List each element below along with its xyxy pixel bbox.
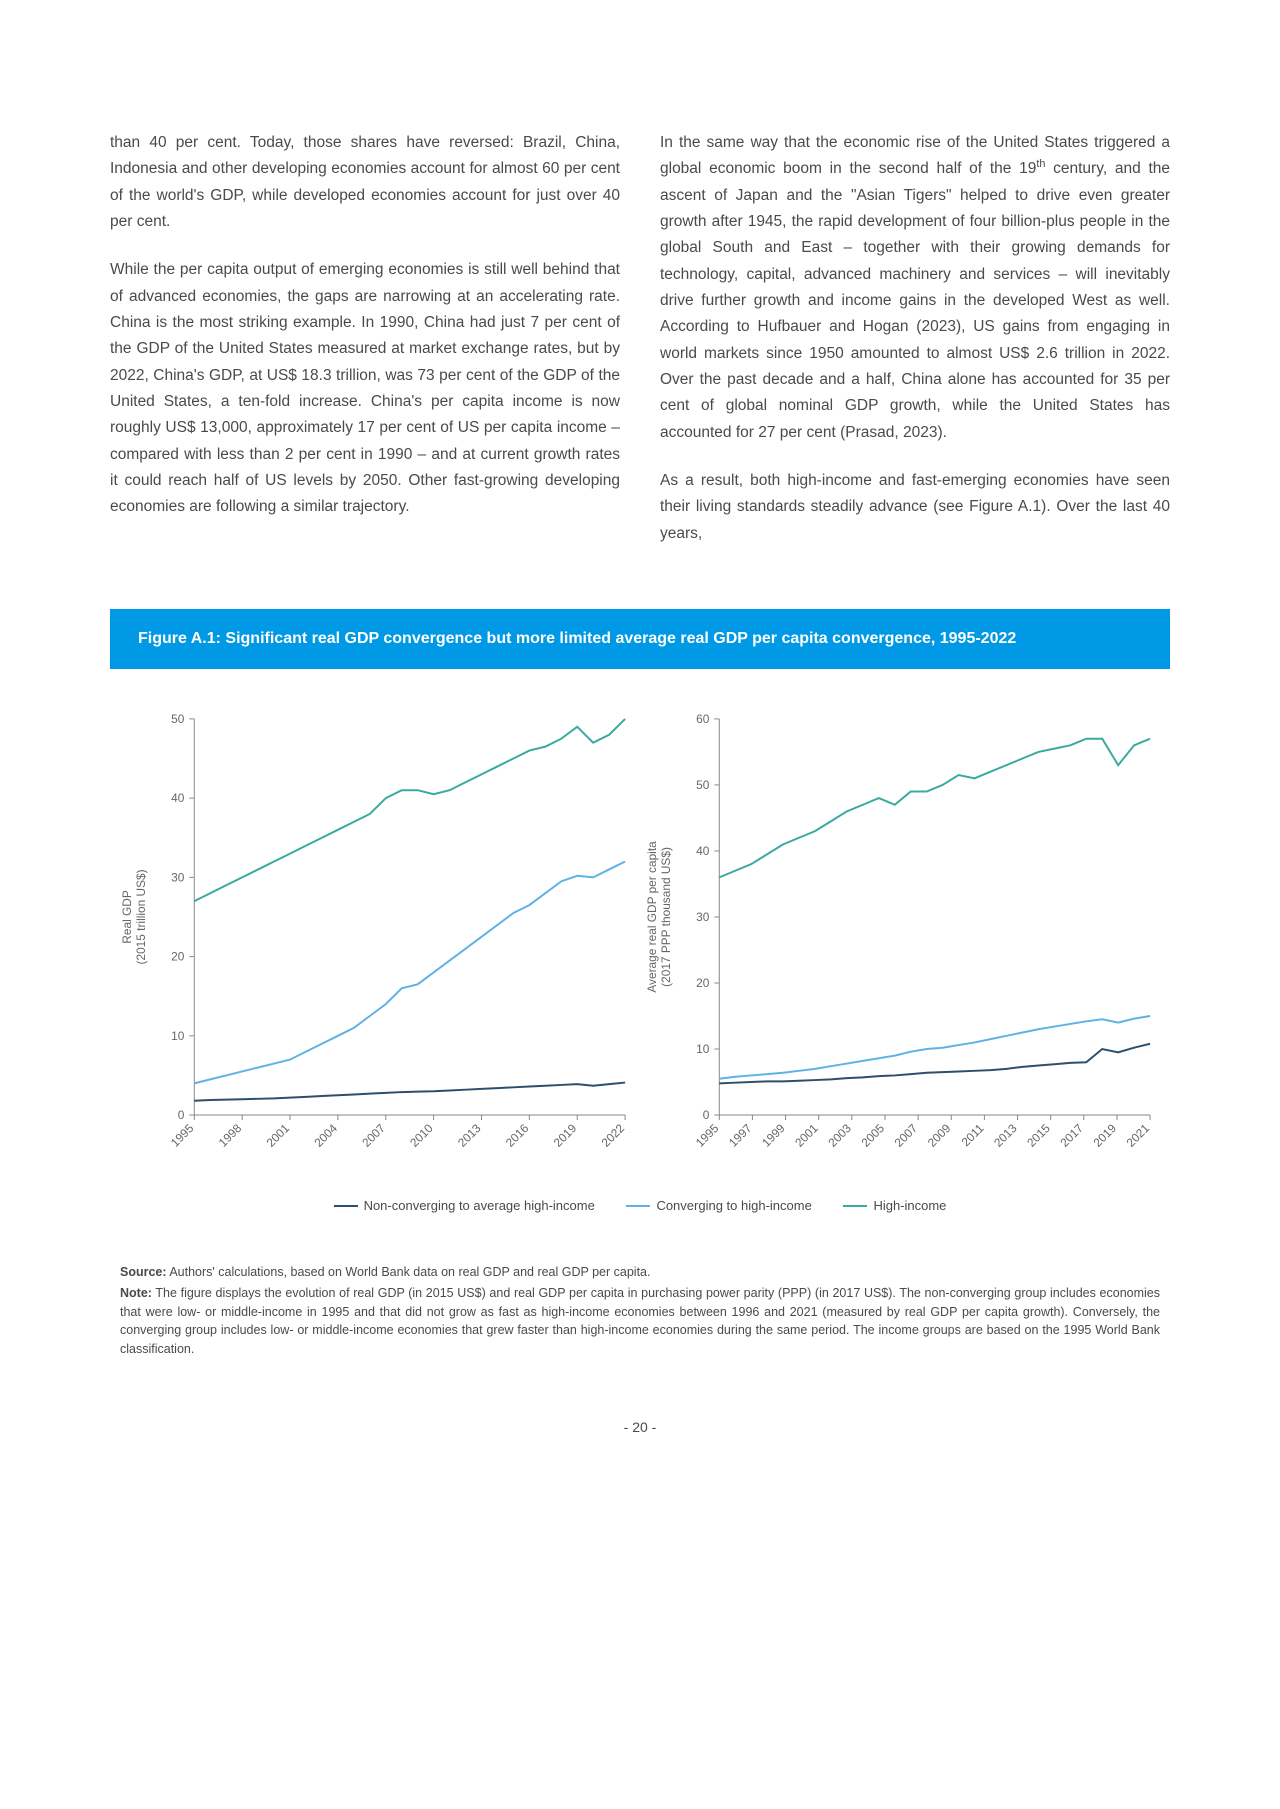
svg-text:0: 0	[178, 1108, 185, 1122]
svg-text:2010: 2010	[407, 1121, 436, 1150]
legend-label-converging: Converging to high-income	[656, 1198, 811, 1213]
col1-para2: While the per capita output of emerging …	[110, 257, 620, 520]
figure-title: Figure A.1: Significant real GDP converg…	[110, 609, 1170, 669]
svg-text:2013: 2013	[991, 1121, 1020, 1150]
figure-footnotes: Source: Authors' calculations, based on …	[110, 1263, 1170, 1359]
legend-converging: Converging to high-income	[626, 1198, 811, 1213]
svg-text:20: 20	[171, 950, 185, 964]
svg-text:40: 40	[696, 844, 710, 858]
column-right: In the same way that the economic rise o…	[660, 130, 1170, 569]
legend-high-income: High-income	[843, 1198, 946, 1213]
svg-text:2009: 2009	[925, 1121, 954, 1150]
svg-text:2019: 2019	[551, 1121, 580, 1150]
source-label: Source:	[120, 1265, 167, 1279]
svg-text:2004: 2004	[311, 1121, 340, 1150]
note-label: Note:	[120, 1286, 152, 1300]
col2-para2: As a result, both high-income and fast-e…	[660, 468, 1170, 547]
svg-text:1999: 1999	[759, 1121, 788, 1150]
svg-text:50: 50	[696, 778, 710, 792]
svg-text:2015: 2015	[1024, 1121, 1053, 1150]
svg-text:50: 50	[171, 712, 185, 726]
svg-text:60: 60	[696, 712, 710, 726]
charts-row: 0102030405019951998200120042007201020132…	[110, 709, 1170, 1184]
svg-text:1997: 1997	[726, 1121, 755, 1150]
col2-para1-b: century, and the ascent of Japan and the…	[660, 160, 1170, 440]
svg-text:1998: 1998	[216, 1121, 245, 1150]
svg-text:2005: 2005	[859, 1121, 888, 1150]
svg-text:1995: 1995	[693, 1121, 722, 1150]
chart-left-svg: 0 10 20 30 40 50 1995 1998 2001 2004 2007 2010 2013 2…	[120, 709, 635, 1184]
svg-text:2003: 2003	[825, 1121, 854, 1150]
legend-swatch-non-converging	[334, 1205, 358, 1207]
legend-swatch-high-income	[843, 1205, 867, 1207]
source-line: Source: Authors' calculations, based on …	[120, 1263, 1160, 1282]
svg-text:20: 20	[696, 976, 710, 990]
chart-right-svg: 0102030405060199519971999200120032005200…	[645, 709, 1160, 1184]
svg-text:Average real GDP per capita(20: Average real GDP per capita(2017 PPP tho…	[645, 841, 673, 993]
svg-text:2022: 2022	[599, 1121, 628, 1150]
svg-text:10: 10	[171, 1029, 185, 1043]
column-left: than 40 per cent. Today, those shares ha…	[110, 130, 620, 569]
page-number: - 20 -	[110, 1419, 1170, 1435]
svg-text:2011: 2011	[959, 1121, 987, 1149]
legend-swatch-converging	[626, 1205, 650, 1207]
note-line: Note: The figure displays the evolution …	[120, 1284, 1160, 1359]
note-text: The figure displays the evolution of rea…	[120, 1286, 1160, 1356]
chart-right-panel: 0102030405060199519971999200120032005200…	[645, 709, 1160, 1184]
page-container: than 40 per cent. Today, those shares ha…	[0, 0, 1280, 1495]
svg-text:2019: 2019	[1090, 1121, 1119, 1150]
svg-text:0: 0	[703, 1108, 710, 1122]
svg-text:2021: 2021	[1124, 1121, 1153, 1150]
svg-text:2007: 2007	[892, 1121, 921, 1150]
svg-text:10: 10	[696, 1042, 710, 1056]
svg-text:Real GDP(2015 trillion US$): Real GDP(2015 trillion US$)	[120, 870, 148, 965]
svg-text:2007: 2007	[359, 1121, 388, 1150]
chart-legend: Non-converging to average high-income Co…	[110, 1195, 1170, 1214]
svg-text:2013: 2013	[455, 1121, 484, 1150]
legend-non-converging: Non-converging to average high-income	[334, 1198, 595, 1213]
svg-text:2017: 2017	[1057, 1121, 1086, 1150]
source-text: Authors' calculations, based on World Ba…	[167, 1265, 651, 1279]
svg-text:2001: 2001	[792, 1121, 821, 1150]
chart-left-panel: 0 10 20 30 40 50 1995 1998 2001 2004 2007 2010 2013 2…	[120, 709, 635, 1184]
svg-text:40: 40	[171, 791, 185, 805]
svg-text:2016: 2016	[503, 1121, 532, 1150]
col1-para1: than 40 per cent. Today, those shares ha…	[110, 130, 620, 235]
legend-label-high-income: High-income	[873, 1198, 946, 1213]
svg-text:1995: 1995	[168, 1121, 197, 1150]
col2-para1: In the same way that the economic rise o…	[660, 130, 1170, 446]
svg-text:30: 30	[696, 910, 710, 924]
svg-text:2001: 2001	[264, 1121, 293, 1150]
legend-label-non-converging: Non-converging to average high-income	[364, 1198, 595, 1213]
body-text-columns: than 40 per cent. Today, those shares ha…	[110, 130, 1170, 569]
svg-text:30: 30	[171, 870, 185, 884]
